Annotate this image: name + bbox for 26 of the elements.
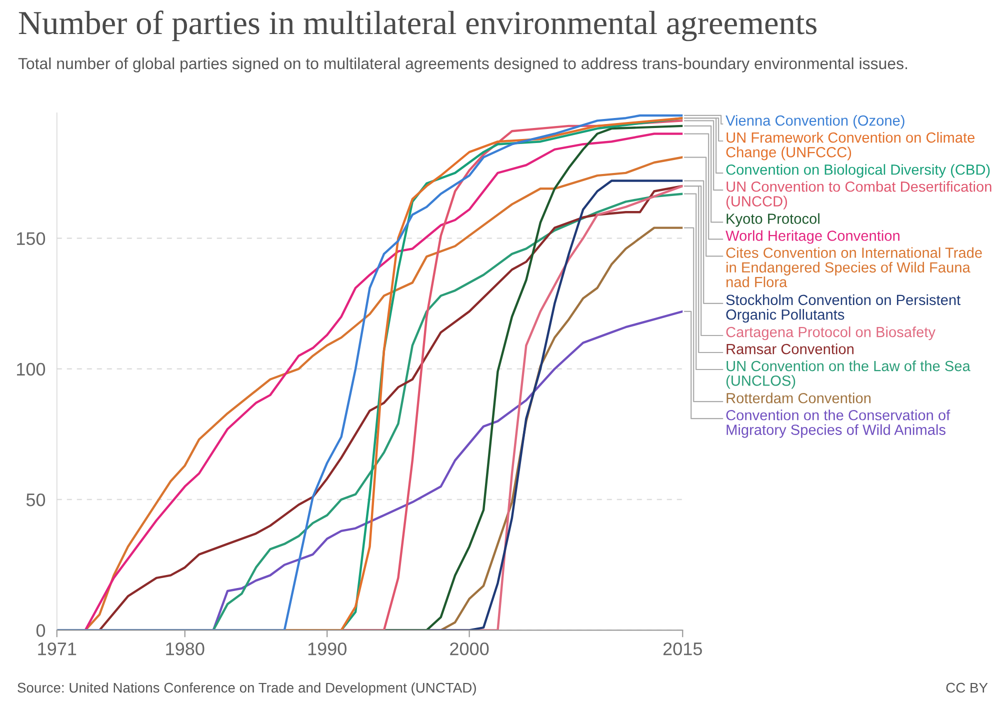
text: UN Convention on the Law of the Sea (UNCLOS) (726, 360, 970, 389)
x-tick-label: 1971 (38, 642, 76, 656)
x-tick-label: 1980 (166, 642, 204, 656)
text: Convention on the Conservation of Migratory Species of Wild Animals (726, 410, 950, 438)
text: Cites Convention on International Trade in Endangered Species of Wild Fauna nad Flora (726, 247, 982, 288)
y-tick-label: 100 (17, 362, 46, 376)
y-tick-label: 150 (17, 232, 46, 245)
text: Cartagena Protocol on Biosafety (726, 326, 936, 340)
text: Rotterdam Convention (726, 392, 871, 404)
text: UN Framework Convention on Climate Change (UNFCCC) (726, 132, 975, 160)
text: Vienna Convention (Ozone) (726, 115, 904, 129)
text: World Heritage Convention (726, 230, 900, 244)
chart-subtitle: Total number of global parties signed on to multilateral agreements designed to address trans-boundary environmental issues. (18, 57, 908, 72)
source-note: Source: United Nations Conference on Trade and Development (UNCTAD) (18, 682, 476, 696)
x-tick-label: 2000 (450, 642, 489, 656)
chart-title: Number of parties in multilateral environmental agreements (18, 10, 816, 42)
text: Kyoto Protocol (726, 213, 820, 227)
y-tick-label: 50 (26, 493, 46, 506)
text: UN Convention to Combat Desertification (UNCCD) (726, 181, 992, 210)
text: Ramsar Convention (726, 344, 854, 354)
x-tick-label: 1990 (308, 642, 346, 656)
text: Convention on Biological Diversity (CBD) (726, 164, 990, 178)
text: CC BY (946, 682, 988, 693)
y-tick-label: 0 (36, 624, 46, 637)
x-tick-label: 2015 (663, 642, 702, 656)
text: Stockholm Convention on Persistent Organic Pollutants (726, 294, 961, 323)
